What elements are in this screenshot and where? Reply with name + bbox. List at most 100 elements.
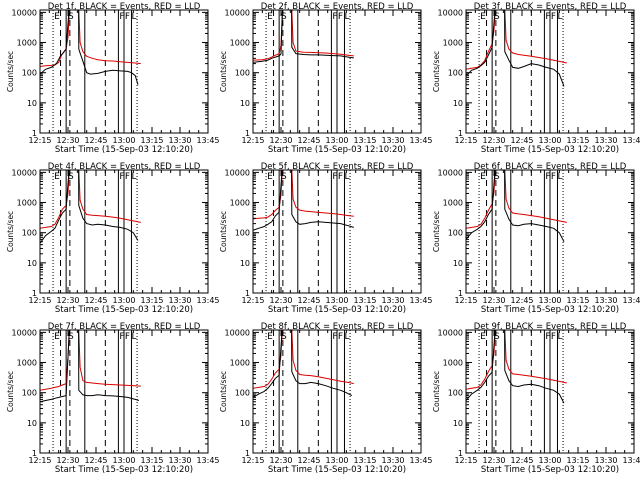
x-tick-label: 13:00 xyxy=(112,296,135,305)
interval-label: F xyxy=(551,332,556,342)
y-tick-label: 10 xyxy=(453,259,463,268)
x-tick-label: 12:30 xyxy=(56,456,79,465)
y-tick-label: 1000 xyxy=(443,39,463,48)
y-tick-label: 10000 xyxy=(438,168,463,177)
interval-label: F xyxy=(332,332,337,342)
y-tick-label: 1000 xyxy=(230,359,250,368)
time-marker-lines xyxy=(265,330,351,453)
y-tick-label: 100 xyxy=(235,69,250,78)
x-tick-label: 13:00 xyxy=(112,456,135,465)
panel-title: Det 4f, BLACK = Events, RED = LLD xyxy=(48,162,201,172)
y-tick-label: 10000 xyxy=(438,8,463,17)
x-tick-label: 13:15 xyxy=(140,136,163,145)
interval-label: E xyxy=(54,12,60,22)
interval-label: L xyxy=(131,172,136,182)
y-tick-label: 1 xyxy=(32,289,37,298)
x-tick-label: 12:45 xyxy=(297,456,320,465)
x-tick-label: 13:15 xyxy=(566,296,589,305)
x-tick-label: 12:15 xyxy=(454,296,477,305)
y-axis-label: Counts/sec xyxy=(219,211,228,252)
x-tick-label: 13:00 xyxy=(112,136,135,145)
y-tick-label: 100 xyxy=(22,229,37,238)
x-tick-label: 12:15 xyxy=(28,296,51,305)
x-tick-label: 13:30 xyxy=(168,296,191,305)
interval-label: L xyxy=(557,12,562,22)
series-events-line xyxy=(253,170,354,231)
x-tick-label: 13:30 xyxy=(594,136,617,145)
interval-label: F xyxy=(119,332,124,342)
time-marker-lines xyxy=(478,170,564,293)
x-tick-label: 12:15 xyxy=(28,456,51,465)
x-tick-label: 12:30 xyxy=(482,136,505,145)
y-tick-label: 10000 xyxy=(225,8,250,17)
series-events-line xyxy=(253,10,354,63)
x-tick-label: 13:30 xyxy=(381,136,404,145)
interval-label: S xyxy=(281,172,287,182)
interval-label: F xyxy=(551,12,556,22)
x-tick-label: 13:30 xyxy=(594,456,617,465)
y-axis-label: Counts/sec xyxy=(432,371,441,412)
y-tick-label: 1000 xyxy=(17,39,37,48)
y-tick-label: 100 xyxy=(235,389,250,398)
interval-label: S xyxy=(494,332,500,342)
x-tick-label: 12:30 xyxy=(269,456,292,465)
x-tick-label: 12:30 xyxy=(56,136,79,145)
x-tick-label: 13:45 xyxy=(622,456,640,465)
y-tick-label: 10 xyxy=(240,99,250,108)
series-group xyxy=(466,330,567,404)
series-group xyxy=(40,330,141,403)
series-lld-line xyxy=(466,170,567,229)
interval-label: L xyxy=(557,172,562,182)
interval-label: E xyxy=(267,12,273,22)
interval-label: E xyxy=(480,332,486,342)
y-tick-label: 10 xyxy=(27,419,37,428)
series-events-line xyxy=(466,170,565,243)
x-tick-label: 13:45 xyxy=(409,136,432,145)
series-group xyxy=(253,170,354,231)
series-events-line xyxy=(40,170,139,244)
y-tick-label: 100 xyxy=(448,389,463,398)
series-lld-line xyxy=(40,170,141,229)
y-tick-label: 10 xyxy=(27,259,37,268)
x-tick-label: 13:15 xyxy=(566,456,589,465)
series-group xyxy=(466,170,567,243)
x-tick-label: 13:30 xyxy=(168,136,191,145)
x-tick-label: 12:30 xyxy=(482,456,505,465)
x-tick-label: 12:45 xyxy=(510,136,533,145)
panel-title: Det 1f, BLACK = Events, RED = LLD xyxy=(48,2,201,12)
x-tick-label: 12:45 xyxy=(297,296,320,305)
interval-label: F xyxy=(125,332,130,342)
interval-label: L xyxy=(344,12,349,22)
panel-title: Det 7f, BLACK = Events, RED = LLD xyxy=(48,322,201,332)
interval-label: F xyxy=(545,172,550,182)
x-axis-label: Start Time (15-Sep-03 12:10:20) xyxy=(268,465,406,475)
y-tick-label: 1000 xyxy=(17,199,37,208)
y-tick-label: 100 xyxy=(448,229,463,238)
interval-label: E xyxy=(480,12,486,22)
x-tick-label: 13:30 xyxy=(168,456,191,465)
interval-label: F xyxy=(332,172,337,182)
interval-label: E xyxy=(267,172,273,182)
interval-label: S xyxy=(68,332,74,342)
interval-label: S xyxy=(68,172,74,182)
panel-title: Det 5f, BLACK = Events, RED = LLD xyxy=(261,162,414,172)
interval-label: S xyxy=(281,12,287,22)
y-axis-label: Counts/sec xyxy=(432,211,441,252)
y-tick-label: 1000 xyxy=(443,199,463,208)
x-tick-label: 13:15 xyxy=(140,456,163,465)
panel-title: Det 6f, BLACK = Events, RED = LLD xyxy=(474,162,627,172)
interval-label: F xyxy=(545,332,550,342)
interval-label: S xyxy=(494,172,500,182)
y-tick-label: 1000 xyxy=(230,39,250,48)
y-tick-label: 100 xyxy=(235,229,250,238)
x-tick-label: 13:00 xyxy=(325,136,348,145)
y-tick-label: 10000 xyxy=(12,328,37,337)
y-tick-label: 10000 xyxy=(12,168,37,177)
series-lld-line xyxy=(40,10,141,67)
